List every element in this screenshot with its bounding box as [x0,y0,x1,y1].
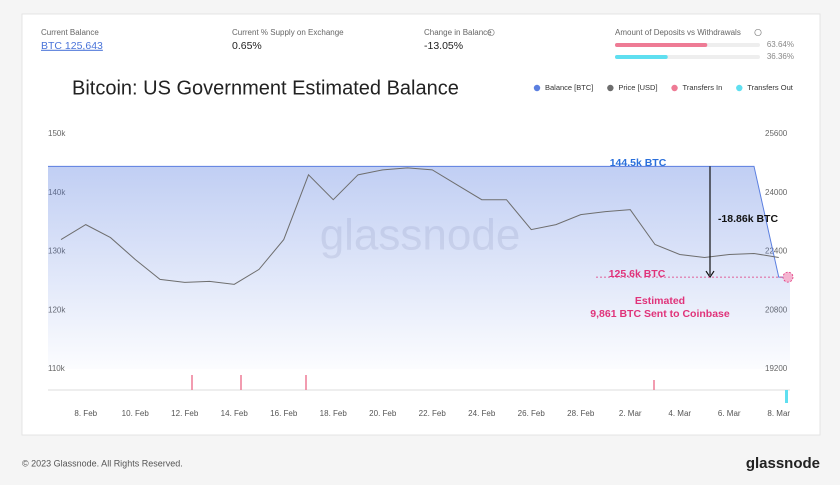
annotation: Estimated [635,295,685,307]
annotation: 9,861 BTC Sent to Coinbase [590,308,730,320]
x-tick-label: 12. Feb [171,409,199,418]
annotation: 144.5k BTC [610,157,667,169]
x-tick-label: 26. Feb [518,409,546,418]
x-tick-label: 20. Feb [369,409,397,418]
info-icon [754,28,762,37]
stat-value: 0.65% [232,40,262,52]
legend-label: Balance [BTC] [545,83,593,92]
x-tick-label: 10. Feb [122,409,150,418]
legend-marker [533,84,541,92]
legend-marker [671,84,678,92]
deposit-bar [615,55,668,59]
stat-label: Current Balance [41,28,99,37]
price-line [60,167,779,285]
annotation: -18.86k BTC [718,213,779,225]
balance-area [48,166,790,369]
x-tick-label: 18. Feb [320,409,348,418]
x-tick-label: 24. Feb [468,409,496,418]
x-tick-label: 22. Feb [419,409,447,418]
x-tick-label: 28. Feb [567,409,595,418]
x-tick-label: 16. Feb [270,409,298,418]
info-icon [487,28,495,37]
copyright: © 2023 Glassnode. All Rights Reserved. [22,458,183,468]
stat-value: -13.05% [424,40,463,52]
deposit-label: 36.36% [767,52,794,61]
x-tick-label: 14. Feb [221,409,249,418]
legend-label: Transfers In [683,83,723,92]
estimate-point [782,271,794,283]
stat-label: Change in Balance [424,28,492,37]
x-tick-label: 8. Feb [74,409,97,418]
legend-marker [736,84,743,92]
deposits-label: Amount of Deposits vs Withdrawals [615,28,741,37]
deposit-label: 63.64% [767,40,794,49]
x-tick-label: 8. Mar [767,409,790,418]
x-tick-label: 4. Mar [668,409,691,418]
y2-tick-label: 22400 [765,247,788,256]
annotation: 125.6k BTC [609,268,666,280]
balance-line [48,165,790,278]
chart-title: Bitcoin: US Government Estimated Balance [72,77,459,99]
x-tick-label: 2. Mar [619,409,642,418]
stat-value: BTC 125,643 [41,40,103,52]
logo: glassnode [746,455,820,472]
legend-label: Transfers Out [747,83,793,92]
transfers-out-bar [785,390,788,403]
legend-label: Price [USD] [618,83,657,92]
stat-label: Current % Supply on Exchange [232,28,344,37]
transfers-in-bars [191,375,655,390]
y-tick-label: 150k [48,129,66,138]
y2-tick-label: 24000 [765,188,788,197]
x-tick-label: 6. Mar [718,409,741,418]
deposit-bar [615,43,708,47]
y2-tick-label: 25600 [765,129,788,138]
legend-marker [607,84,614,92]
